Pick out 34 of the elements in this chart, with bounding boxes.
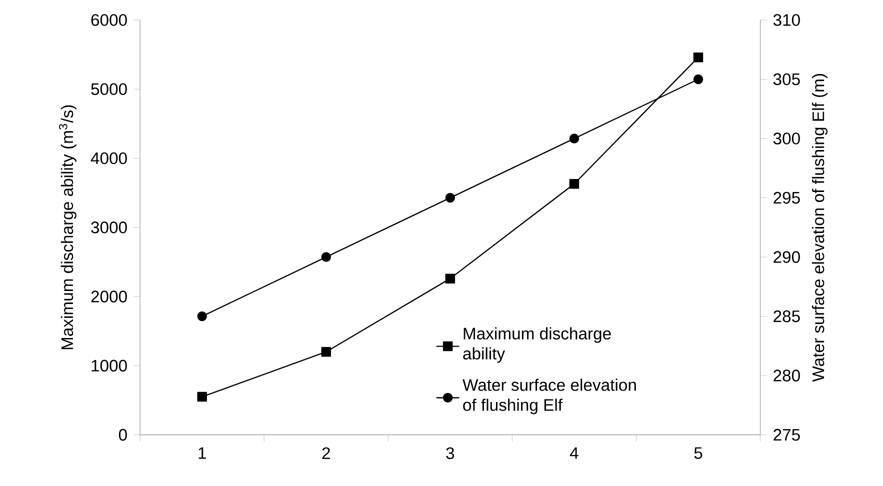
- point: [321, 347, 331, 357]
- y2-tick-label: 285: [774, 310, 800, 322]
- y-tick-label: 3000: [91, 222, 127, 234]
- point: [445, 193, 456, 203]
- point: [197, 392, 207, 402]
- y2-tick-label: 290: [774, 251, 800, 264]
- y-axis-title: Maximum discharge ability (m$^{3}$/s): [59, 106, 76, 350]
- y2-tick-label: 295: [774, 192, 800, 204]
- y-tick-label: 5000: [91, 84, 127, 96]
- point: [445, 274, 456, 284]
- x-tick-label: 1: [198, 448, 206, 460]
- y2-tick-label: 280: [774, 370, 800, 382]
- y-tick-label: 4000: [90, 152, 127, 164]
- y2-tick-label: 300: [773, 132, 800, 145]
- point: [321, 252, 331, 262]
- y2-tick-label: 275: [774, 429, 800, 441]
- x-tick-label: 4: [570, 448, 578, 460]
- legend-label: Maximum discharge ability: [463, 327, 611, 364]
- point: [693, 74, 704, 84]
- point: [197, 312, 207, 322]
- point: [693, 52, 704, 62]
- x-tick-label: 3: [446, 448, 454, 460]
- y2-tick-label: 310: [773, 14, 800, 26]
- point: [569, 179, 580, 189]
- y2-axis-title: Water surface elevation of flushing Elf (m): [812, 74, 828, 382]
- legend-label: Water surface elevation of flushing Elf: [462, 378, 636, 414]
- x-tick-label: 2: [322, 448, 330, 460]
- x-tick-label: 5: [694, 448, 702, 460]
- y2-tick-label: 305: [773, 74, 800, 86]
- y-tick-label: 1000: [92, 360, 127, 372]
- point: [569, 134, 580, 144]
- y-tick-label: 2000: [91, 290, 127, 303]
- y-tick-label: 0: [118, 429, 127, 441]
- y-tick-label: 6000: [91, 14, 127, 26]
